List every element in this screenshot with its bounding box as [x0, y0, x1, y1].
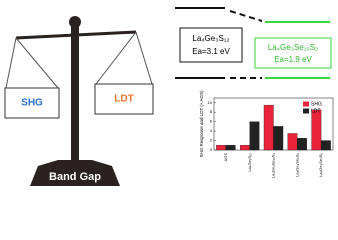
bar: [311, 109, 322, 151]
bar: [225, 145, 236, 151]
right-energy: Ea=1.9 eV: [274, 55, 312, 64]
graphic: SHG LDT Band Gap La₄Ge₃S₁₂ Ea=3.1 eV La₄…: [4, 7, 334, 186]
right-formula: La₄Ge₃Se₁₀S₂: [268, 43, 318, 52]
legend-swatch: [303, 108, 309, 114]
left-energy: Ea=3.1 eV: [192, 47, 230, 56]
bar: [263, 104, 274, 151]
y-tick-label: 10: [208, 100, 213, 105]
y-tick-label: 0: [210, 147, 213, 152]
x-tick-label: La₄Ge₃Se₁₀S₂: [271, 153, 276, 179]
base-label: Band Gap: [49, 171, 101, 183]
y-tick-label: 8: [210, 109, 213, 114]
y-tick-label: 4: [210, 128, 213, 133]
legend-label: SHG: [311, 101, 322, 107]
y-tick-label: 6: [210, 119, 213, 124]
left-pan-label: SHG: [21, 98, 43, 109]
left-formula: La₄Ge₃S₁₂: [192, 34, 229, 43]
bar: [297, 138, 307, 151]
legend-label: LDT: [311, 108, 320, 114]
x-tick-label: La₄Ge₃Se₃S₉: [318, 153, 323, 177]
bar: [320, 140, 331, 151]
bar: [249, 121, 260, 151]
x-tick-label: La₄Ge₃Se₆S₆: [294, 153, 299, 177]
right-pan-label: LDT: [114, 94, 133, 105]
y-axis-label: SHG Response and LDT (× AGS): [199, 90, 204, 158]
bar: [273, 126, 284, 151]
bar: [287, 133, 298, 151]
bar-chart: SHG Response and LDT (× AGS) 0 2 4 6 8 10 AGS La…: [199, 90, 334, 179]
x-tick-label: La₄Ge₃S₁₂: [247, 153, 252, 172]
y-tick-label: 2: [210, 138, 213, 143]
energy-diagram: La₄Ge₃S₁₂ Ea=3.1 eV La₄Ge₃Se₁₀S₂ Ea=1.9 …: [175, 7, 332, 79]
balance: SHG LDT Band Gap: [4, 16, 154, 186]
legend-swatch: [303, 101, 309, 107]
x-tick-label: AGS: [223, 153, 228, 162]
bar: [240, 145, 250, 151]
bar: [216, 145, 227, 151]
